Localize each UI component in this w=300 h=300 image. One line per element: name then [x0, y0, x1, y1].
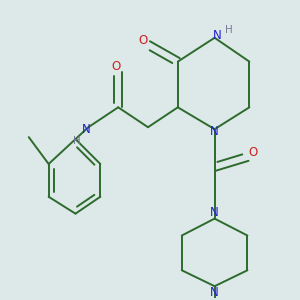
Text: O: O — [112, 60, 121, 73]
Text: N: N — [210, 206, 219, 219]
Text: N: N — [210, 286, 219, 299]
Text: H: H — [73, 136, 80, 146]
Text: N: N — [213, 29, 222, 42]
Text: H: H — [225, 25, 232, 35]
Text: N: N — [210, 125, 219, 138]
Text: O: O — [138, 34, 148, 47]
Text: N: N — [82, 123, 91, 136]
Text: O: O — [249, 146, 258, 158]
